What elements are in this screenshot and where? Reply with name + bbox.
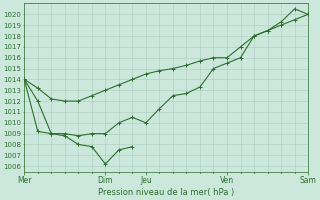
X-axis label: Pression niveau de la mer( hPa ): Pression niveau de la mer( hPa ) xyxy=(98,188,234,197)
